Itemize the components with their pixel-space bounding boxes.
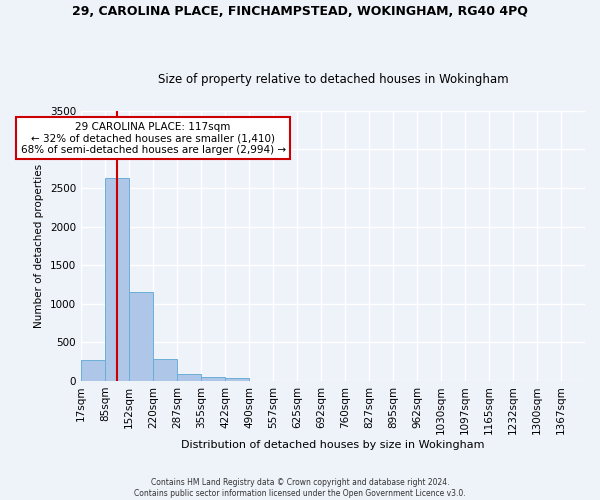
Title: Size of property relative to detached houses in Wokingham: Size of property relative to detached ho…	[158, 73, 508, 86]
Bar	[130, 292, 153, 381]
Bar	[154, 359, 177, 381]
Y-axis label: Number of detached properties: Number of detached properties	[34, 164, 44, 328]
Bar	[178, 374, 201, 381]
X-axis label: Distribution of detached houses by size in Wokingham: Distribution of detached houses by size …	[181, 440, 485, 450]
Bar	[202, 376, 225, 381]
Text: 29, CAROLINA PLACE, FINCHAMPSTEAD, WOKINGHAM, RG40 4PQ: 29, CAROLINA PLACE, FINCHAMPSTEAD, WOKIN…	[72, 5, 528, 18]
Text: Contains HM Land Registry data © Crown copyright and database right 2024.
Contai: Contains HM Land Registry data © Crown c…	[134, 478, 466, 498]
Bar	[226, 378, 249, 381]
Bar	[82, 360, 105, 381]
Bar	[106, 178, 129, 381]
Text: 29 CAROLINA PLACE: 117sqm
← 32% of detached houses are smaller (1,410)
68% of se: 29 CAROLINA PLACE: 117sqm ← 32% of detac…	[20, 122, 286, 155]
